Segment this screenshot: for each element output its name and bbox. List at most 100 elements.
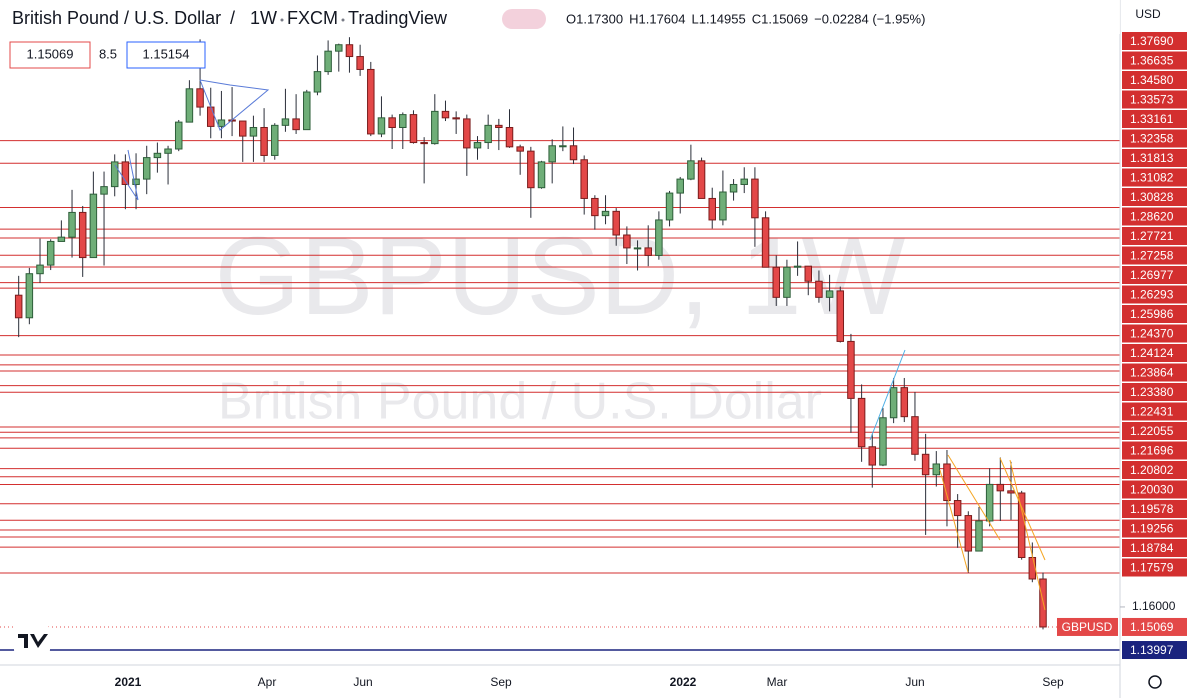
- pattern: [199, 79, 270, 131]
- candle-body: [260, 126, 268, 156]
- candle-body: [868, 446, 877, 466]
- candle-body: [719, 191, 727, 221]
- symbol-tag: [1057, 617, 1118, 636]
- watermark: GBPUSD, 1W: [215, 215, 906, 338]
- candle-body: [249, 126, 258, 137]
- candle-body: [601, 210, 610, 217]
- candle-body: [783, 266, 791, 298]
- buy-price: 1.15154: [143, 46, 190, 61]
- level-tag: [1122, 129, 1187, 148]
- candle-body: [996, 483, 1005, 492]
- currency[interactable]: USD: [1135, 7, 1161, 21]
- candle-body: [697, 160, 706, 199]
- level-label: 1.20030: [1130, 483, 1174, 497]
- candle-body: [292, 118, 300, 131]
- candle-body: [516, 146, 524, 152]
- level-label: 1.37690: [1130, 34, 1174, 48]
- header: British Pound / U.S. Dollar / 1W FXCM Trad…: [0, 0, 1120, 69]
- candle-body: [975, 520, 983, 552]
- header-item: FXCM: [287, 8, 338, 28]
- candle-body: [847, 340, 855, 399]
- trend-line: [947, 454, 1001, 541]
- level-label: 1.23864: [1130, 366, 1174, 380]
- candle-body: [569, 145, 578, 161]
- level-label: 1.19256: [1130, 522, 1174, 536]
- level-label: 1.22431: [1130, 405, 1174, 419]
- candle-body: [879, 417, 887, 466]
- logo-bg: [14, 626, 50, 654]
- candle-body: [377, 117, 386, 135]
- candle-body: [676, 178, 684, 194]
- header-item: TradingView: [348, 8, 448, 28]
- candle-body: [303, 91, 311, 131]
- logo: [18, 634, 48, 648]
- level-label: 1.20802: [1130, 463, 1174, 477]
- tv-logo: [14, 626, 50, 654]
- candle-body: [825, 290, 834, 298]
- settings-icon[interactable]: [1148, 675, 1162, 689]
- level-tag: [1122, 383, 1187, 401]
- level-tag: [1122, 266, 1187, 284]
- candle-body: [335, 44, 343, 52]
- candle-body: [110, 161, 119, 188]
- x-tick-label: Sep: [490, 675, 512, 689]
- candle-body: [463, 118, 471, 149]
- candle-body: [815, 280, 823, 298]
- candle-body: [665, 192, 674, 221]
- level-tag: [1122, 285, 1187, 304]
- x-tick-label: Mar: [767, 675, 788, 689]
- candle-body: [751, 178, 759, 219]
- level-label: 1.26977: [1130, 268, 1174, 282]
- symbol-title: British Pound / U.S. Dollar: [12, 8, 221, 28]
- candle-body: [921, 453, 930, 476]
- level-label: 1.34580: [1130, 73, 1174, 87]
- candle-body: [356, 56, 364, 70]
- toggle[interactable]: [502, 9, 546, 29]
- level-label: 1.31813: [1130, 151, 1174, 165]
- candle-body: [655, 219, 663, 256]
- spread: 8.5: [99, 46, 117, 61]
- level-tag: [1122, 51, 1187, 70]
- x-tick-label: Jun: [905, 675, 924, 689]
- price-axis: 1.37690 1.36635 1.34580 1.33573 1.33161 1.323…: [1120, 32, 1187, 660]
- candle-body: [57, 236, 66, 242]
- candle-body: [900, 387, 909, 418]
- candle-body: [1007, 490, 1015, 494]
- trend-line: [999, 457, 1046, 561]
- level-tag: [1122, 71, 1187, 89]
- candle-body: [644, 247, 652, 256]
- info-box: [126, 41, 206, 69]
- candle-body: [164, 148, 172, 154]
- trend-line: [1009, 459, 1046, 611]
- level-label: 1.24370: [1130, 327, 1174, 341]
- level-label: 1.36635: [1130, 54, 1174, 68]
- x-tick-label: Sep: [1042, 675, 1064, 689]
- candle-body: [185, 88, 194, 123]
- level-label: 1.19578: [1130, 502, 1174, 516]
- candle-body: [153, 152, 162, 159]
- dot: [280, 18, 284, 22]
- ohlc: O1.17300 H1.17604 L1.14955 C1.15069 −0.02284…: [566, 11, 925, 26]
- candle-body: [772, 266, 780, 298]
- candle-body: [527, 150, 535, 189]
- level-tag: [1122, 90, 1187, 109]
- level-tag: [1122, 227, 1187, 245]
- candle-body: [441, 110, 450, 119]
- level-tag: [1122, 461, 1187, 479]
- candle-body: [591, 197, 599, 217]
- ohlc-value: L1.14955: [692, 11, 746, 26]
- level-tag: [1122, 441, 1187, 460]
- header-items: 1W FXCM TradingView: [250, 8, 448, 28]
- y-tick-label: 1.16000: [1132, 599, 1176, 613]
- candle-body: [239, 120, 247, 137]
- trend-line: [939, 469, 969, 573]
- level-tag: [1122, 558, 1187, 577]
- candle-body: [761, 217, 770, 268]
- candle-body: [196, 88, 204, 108]
- support-tag: [1122, 641, 1187, 660]
- candle-body: [420, 142, 428, 145]
- candle-body: [708, 197, 716, 221]
- candle-body: [633, 247, 642, 250]
- ohlc-value: O1.17300: [566, 11, 623, 26]
